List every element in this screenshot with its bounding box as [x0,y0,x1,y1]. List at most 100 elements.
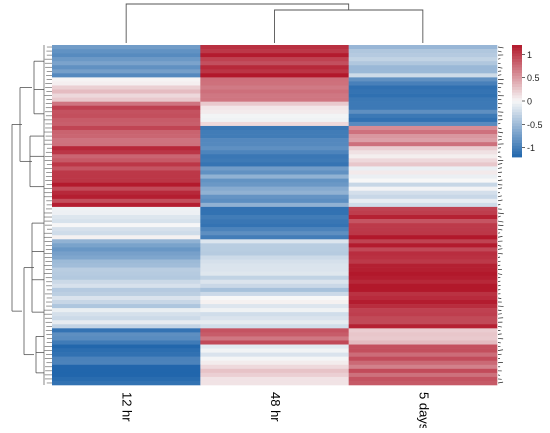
heatmap-cell [52,183,201,187]
heatmap-cell [200,373,349,377]
heatmap-cell [52,336,201,340]
heatmap-cell [349,239,498,243]
heatmap-cell [52,296,201,300]
heatmap-cell [349,199,498,203]
heatmap-cell [52,243,201,247]
row-tick [498,314,502,315]
heatmap-cell [52,49,201,53]
heatmap-cell [200,369,349,373]
heatmap-cell [200,195,349,199]
heatmap-cell [349,247,498,251]
heatmap-cell [200,207,349,211]
heatmap-cell [52,57,201,61]
heatmap-cell [52,166,201,170]
legend-swatch [512,126,522,129]
heatmap-cell [52,45,201,49]
heatmap-cell [52,110,201,114]
row-tick [498,334,502,335]
legend-swatch [512,132,522,135]
heatmap-cell [349,264,498,268]
heatmap-cell [52,94,201,98]
heatmap-cell [52,130,201,134]
legend-swatch [512,76,522,79]
heatmap-cell [349,332,498,336]
heatmap-cell [349,203,498,207]
heatmap-cell [349,280,498,284]
legend-swatch [512,146,522,149]
heatmap-cell [200,183,349,187]
heatmap-cell [349,61,498,65]
row-label-ticks [498,47,504,383]
heatmap-cell [349,98,498,102]
legend-tick-label: -0.5 [527,120,543,130]
heatmap-cell [52,288,201,292]
heatmap-cell [200,98,349,102]
row-tick [498,59,500,60]
heatmap-cell [349,187,498,191]
legend-swatch [512,98,522,101]
heatmap-cell [349,207,498,211]
heatmap-cell [200,122,349,126]
heatmap-cell [52,268,201,272]
heatmap-cell [52,207,201,211]
legend-swatch [512,93,522,96]
heatmap-cell [52,227,201,231]
legend-swatch [512,65,522,68]
heatmap-cell [200,292,349,296]
legend-swatch [512,112,522,115]
heatmap-cell [200,332,349,336]
heatmap-cell [200,284,349,288]
heatmap-cell [52,280,201,284]
row-tick [498,350,503,351]
heatmap-cell [200,365,349,369]
heatmap-cell [200,316,349,320]
legend-tick-label: -1 [527,143,535,153]
heatmap-cell [52,247,201,251]
heatmap-cell [349,162,498,166]
heatmap-cell [52,292,201,296]
heatmap-cell [349,179,498,183]
heatmap-cell [200,69,349,73]
legend-swatch [512,137,522,140]
legend-swatch [512,154,522,157]
heatmap-cell [349,296,498,300]
legend-swatch [512,107,522,110]
row-tick [498,188,502,189]
legend-swatch [512,48,522,51]
row-dendrogram [12,45,52,385]
row-tick [498,281,500,282]
heatmap-cell [349,353,498,357]
heatmap-cell [349,114,498,118]
heatmap-cell [52,320,201,324]
row-tick [498,298,501,299]
heatmap-cell [200,296,349,300]
heatmap-cell [52,146,201,150]
heatmap-cell [200,146,349,150]
heatmap-cell [200,130,349,134]
heatmap-cell [200,179,349,183]
heatmap-cell [349,235,498,239]
heatmap-cell [200,142,349,146]
row-tick [498,245,501,246]
legend-swatch [512,45,522,48]
heatmap-cell [200,102,349,106]
heatmap-cell [52,251,201,255]
heatmap-cell [349,300,498,304]
heatmap-cell [52,349,201,353]
row-tick [498,75,501,76]
heatmap-cell [349,126,498,130]
heatmap-cell [349,260,498,264]
heatmap-cell [349,69,498,73]
heatmap-cell [200,94,349,98]
heatmap-cell [200,77,349,81]
heatmap-cell [200,170,349,174]
legend-swatch [512,121,522,124]
heatmap-cell [349,183,498,187]
heatmap-cell [200,45,349,49]
row-tick [498,123,500,124]
legend-swatch [512,151,522,154]
heatmap-cell [349,357,498,361]
legend-swatch [512,118,522,121]
